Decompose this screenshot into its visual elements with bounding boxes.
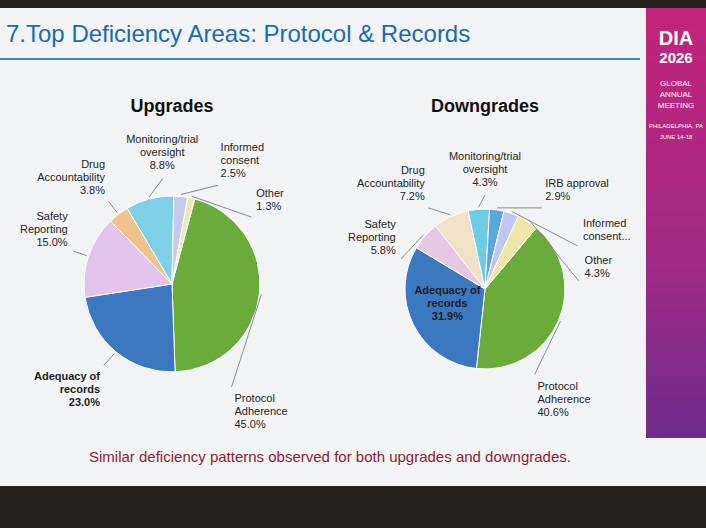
svg-text:DrugAccountability3.8%: DrugAccountability3.8% (37, 158, 105, 196)
html-text:Downgrades: Downgrades (431, 96, 539, 116)
svg-text:Monitoring/trialoversight8.8%: Monitoring/trialoversight8.8% (126, 133, 198, 171)
svg-text:ProtocolAdherence45.0%: ProtocolAdherence45.0% (235, 392, 288, 430)
svg-text:Other4.3%: Other4.3% (585, 254, 613, 279)
svg-text:Adequacy ofrecords31.9%: Adequacy ofrecords31.9% (414, 284, 480, 322)
html-text:MEETING: MEETING (657, 101, 695, 110)
svg-text:IRB approval2.9%: IRB approval2.9% (545, 177, 609, 202)
svg-text:ProtocolAdherence40.6%: ProtocolAdherence40.6% (538, 380, 591, 418)
svg-text:Adequacy ofrecords23.0%: Adequacy ofrecords23.0% (34, 370, 100, 408)
html-text:DIA: DIA (658, 27, 694, 49)
html-text:Upgrades: Upgrades (130, 96, 214, 116)
svg-text:DrugAccountability7.2%: DrugAccountability7.2% (357, 164, 425, 202)
svg-text:Monitoring/trialoversight4.3%: Monitoring/trialoversight4.3% (449, 150, 521, 188)
html-text:GLOBAL: GLOBAL (660, 79, 692, 88)
svg-text:Informedconsent...: Informedconsent... (583, 217, 631, 242)
svg-text:SafetyReporting15.0%: SafetyReporting15.0% (20, 210, 68, 248)
html-text:JUNE 14-18: JUNE 14-18 (659, 134, 693, 140)
html-text:7.Top Deficiency Areas: Protoc: 7.Top Deficiency Areas: Protocol & Recor… (6, 20, 471, 47)
svg-text:SafetyReporting5.8%: SafetyReporting5.8% (348, 218, 396, 256)
html-text:ANNUAL: ANNUAL (659, 90, 693, 99)
svg-text:Informedconsent2.5%: Informedconsent2.5% (221, 141, 264, 179)
html-text:PHILADELPHIA, PA: PHILADELPHIA, PA (649, 123, 703, 129)
html-text:2026: 2026 (659, 49, 693, 66)
svg-text:Other1.3%: Other1.3% (256, 187, 284, 212)
html-text:Similar deficiency patterns ob: Similar deficiency patterns observed for… (89, 448, 571, 465)
